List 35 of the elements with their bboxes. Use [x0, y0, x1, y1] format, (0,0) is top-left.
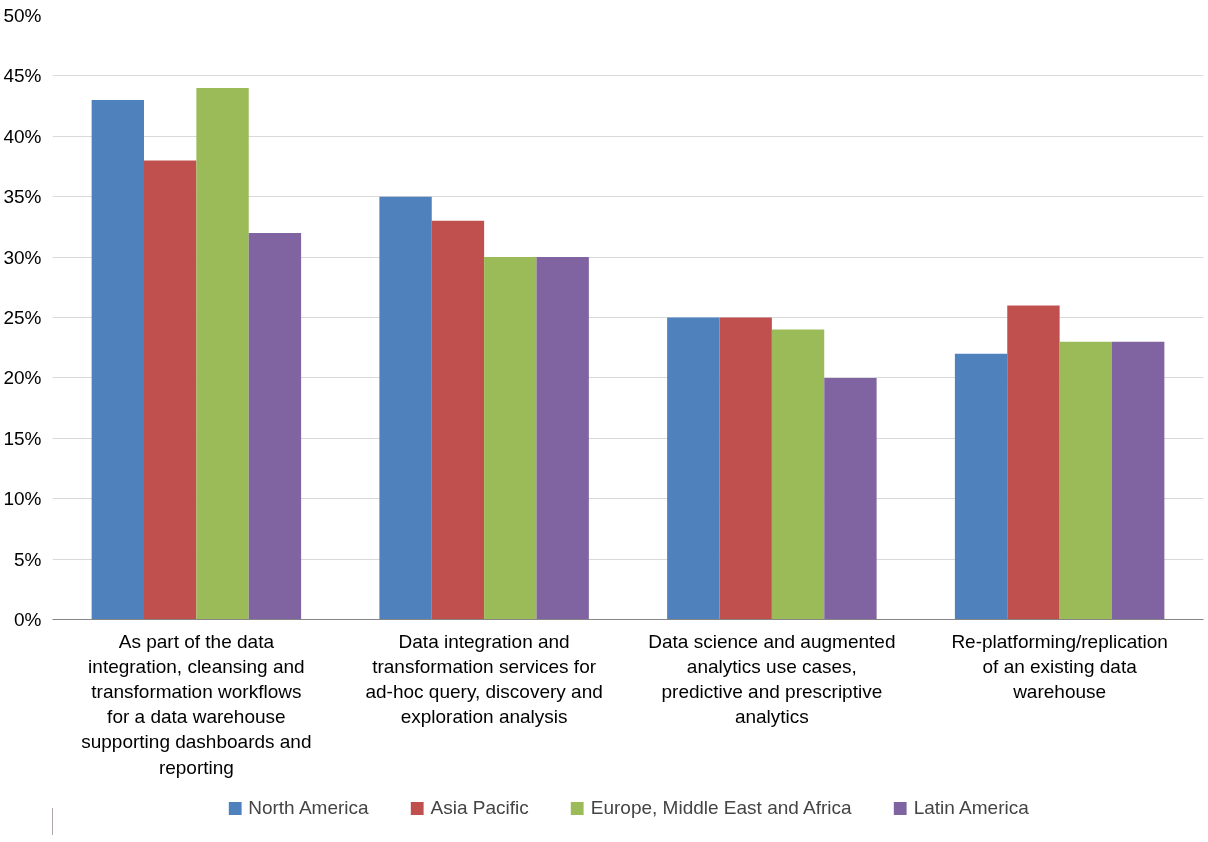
x-tick-label: Data science and augmented analytics use cases, predictive and prescriptive analytics	[648, 630, 896, 728]
bar	[719, 317, 772, 620]
bar	[954, 353, 1008, 620]
x-tick-label: Re-platforming/replication of an existing data warehouse	[951, 630, 1168, 702]
x-tick-label: Data integration and transformation services for ad-hoc query, discovery and exploration analysis	[365, 630, 603, 728]
bar	[667, 317, 720, 620]
y-tick-label: 20%	[3, 367, 42, 389]
bar	[196, 87, 249, 620]
bar	[248, 232, 302, 620]
y-tick-label: 25%	[3, 307, 42, 328]
legend-label: Europe, Middle East and Africa	[590, 796, 852, 819]
bar	[771, 329, 825, 620]
y-tick-label: 0%	[14, 609, 42, 630]
x-tick-label: As part of the data integration, cleansing and transformation workflows for a data warehouse supporting dashboards and reporting	[81, 630, 312, 778]
bar	[824, 377, 877, 620]
y-tick-label: 10%	[3, 488, 42, 510]
y-tick-label: 50%	[3, 5, 42, 26]
legend-label: Latin America	[913, 796, 1029, 819]
bar	[1112, 341, 1165, 620]
y-tick-label: 40%	[3, 125, 42, 147]
y-tick-label: 45%	[3, 65, 42, 87]
bar	[91, 100, 144, 620]
bar	[1007, 305, 1060, 620]
bar	[484, 257, 537, 620]
bar	[1059, 341, 1112, 620]
legend-label: Asia Pacific	[430, 796, 529, 819]
y-tick-label: 5%	[14, 548, 42, 570]
y-tick-label: 30%	[3, 246, 42, 268]
bar	[144, 160, 197, 620]
bar	[379, 196, 432, 620]
y-tick-label: 35%	[3, 186, 42, 208]
y-tick-label: 15%	[3, 427, 42, 449]
bar	[536, 257, 589, 620]
bar	[431, 220, 485, 620]
legend-label: North America	[248, 796, 369, 819]
